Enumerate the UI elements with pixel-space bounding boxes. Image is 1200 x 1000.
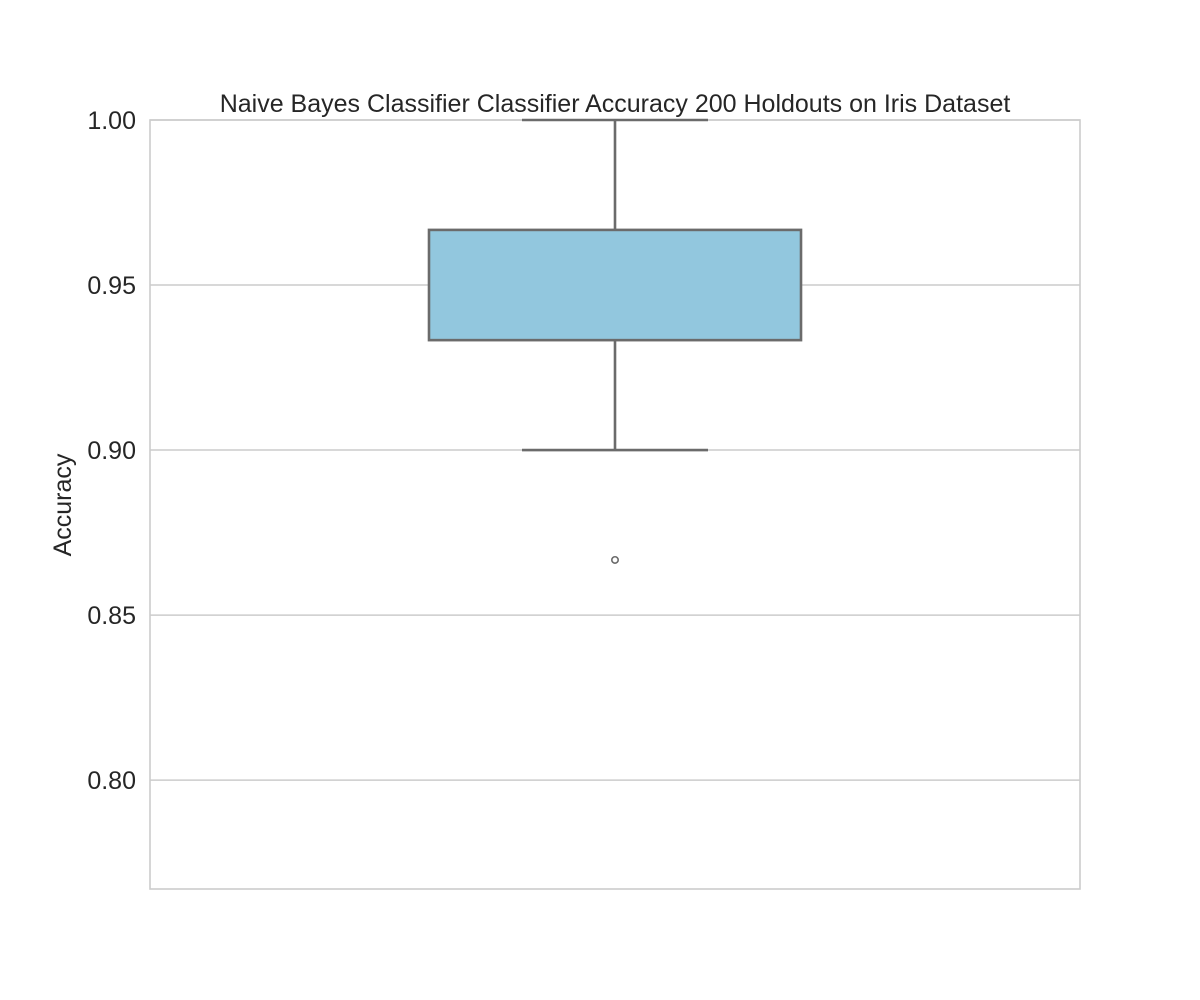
y-tick-label: 0.95 xyxy=(87,272,136,300)
data-layer xyxy=(427,118,803,564)
y-tick-label: 0.90 xyxy=(87,437,136,465)
outlier-point xyxy=(610,555,619,564)
y-tick-label: 0.85 xyxy=(87,602,136,630)
y-tick-labels: 1.00 0.95 0.90 0.85 0.80 xyxy=(87,107,136,795)
interquartile-box xyxy=(427,228,803,342)
y-axis-label: Accuracy xyxy=(49,453,77,556)
chart-title: Naive Bayes Classifier Classifier Accura… xyxy=(220,90,1011,118)
y-tick-label: 1.00 xyxy=(87,107,136,135)
y-tick-label: 0.80 xyxy=(87,767,136,795)
